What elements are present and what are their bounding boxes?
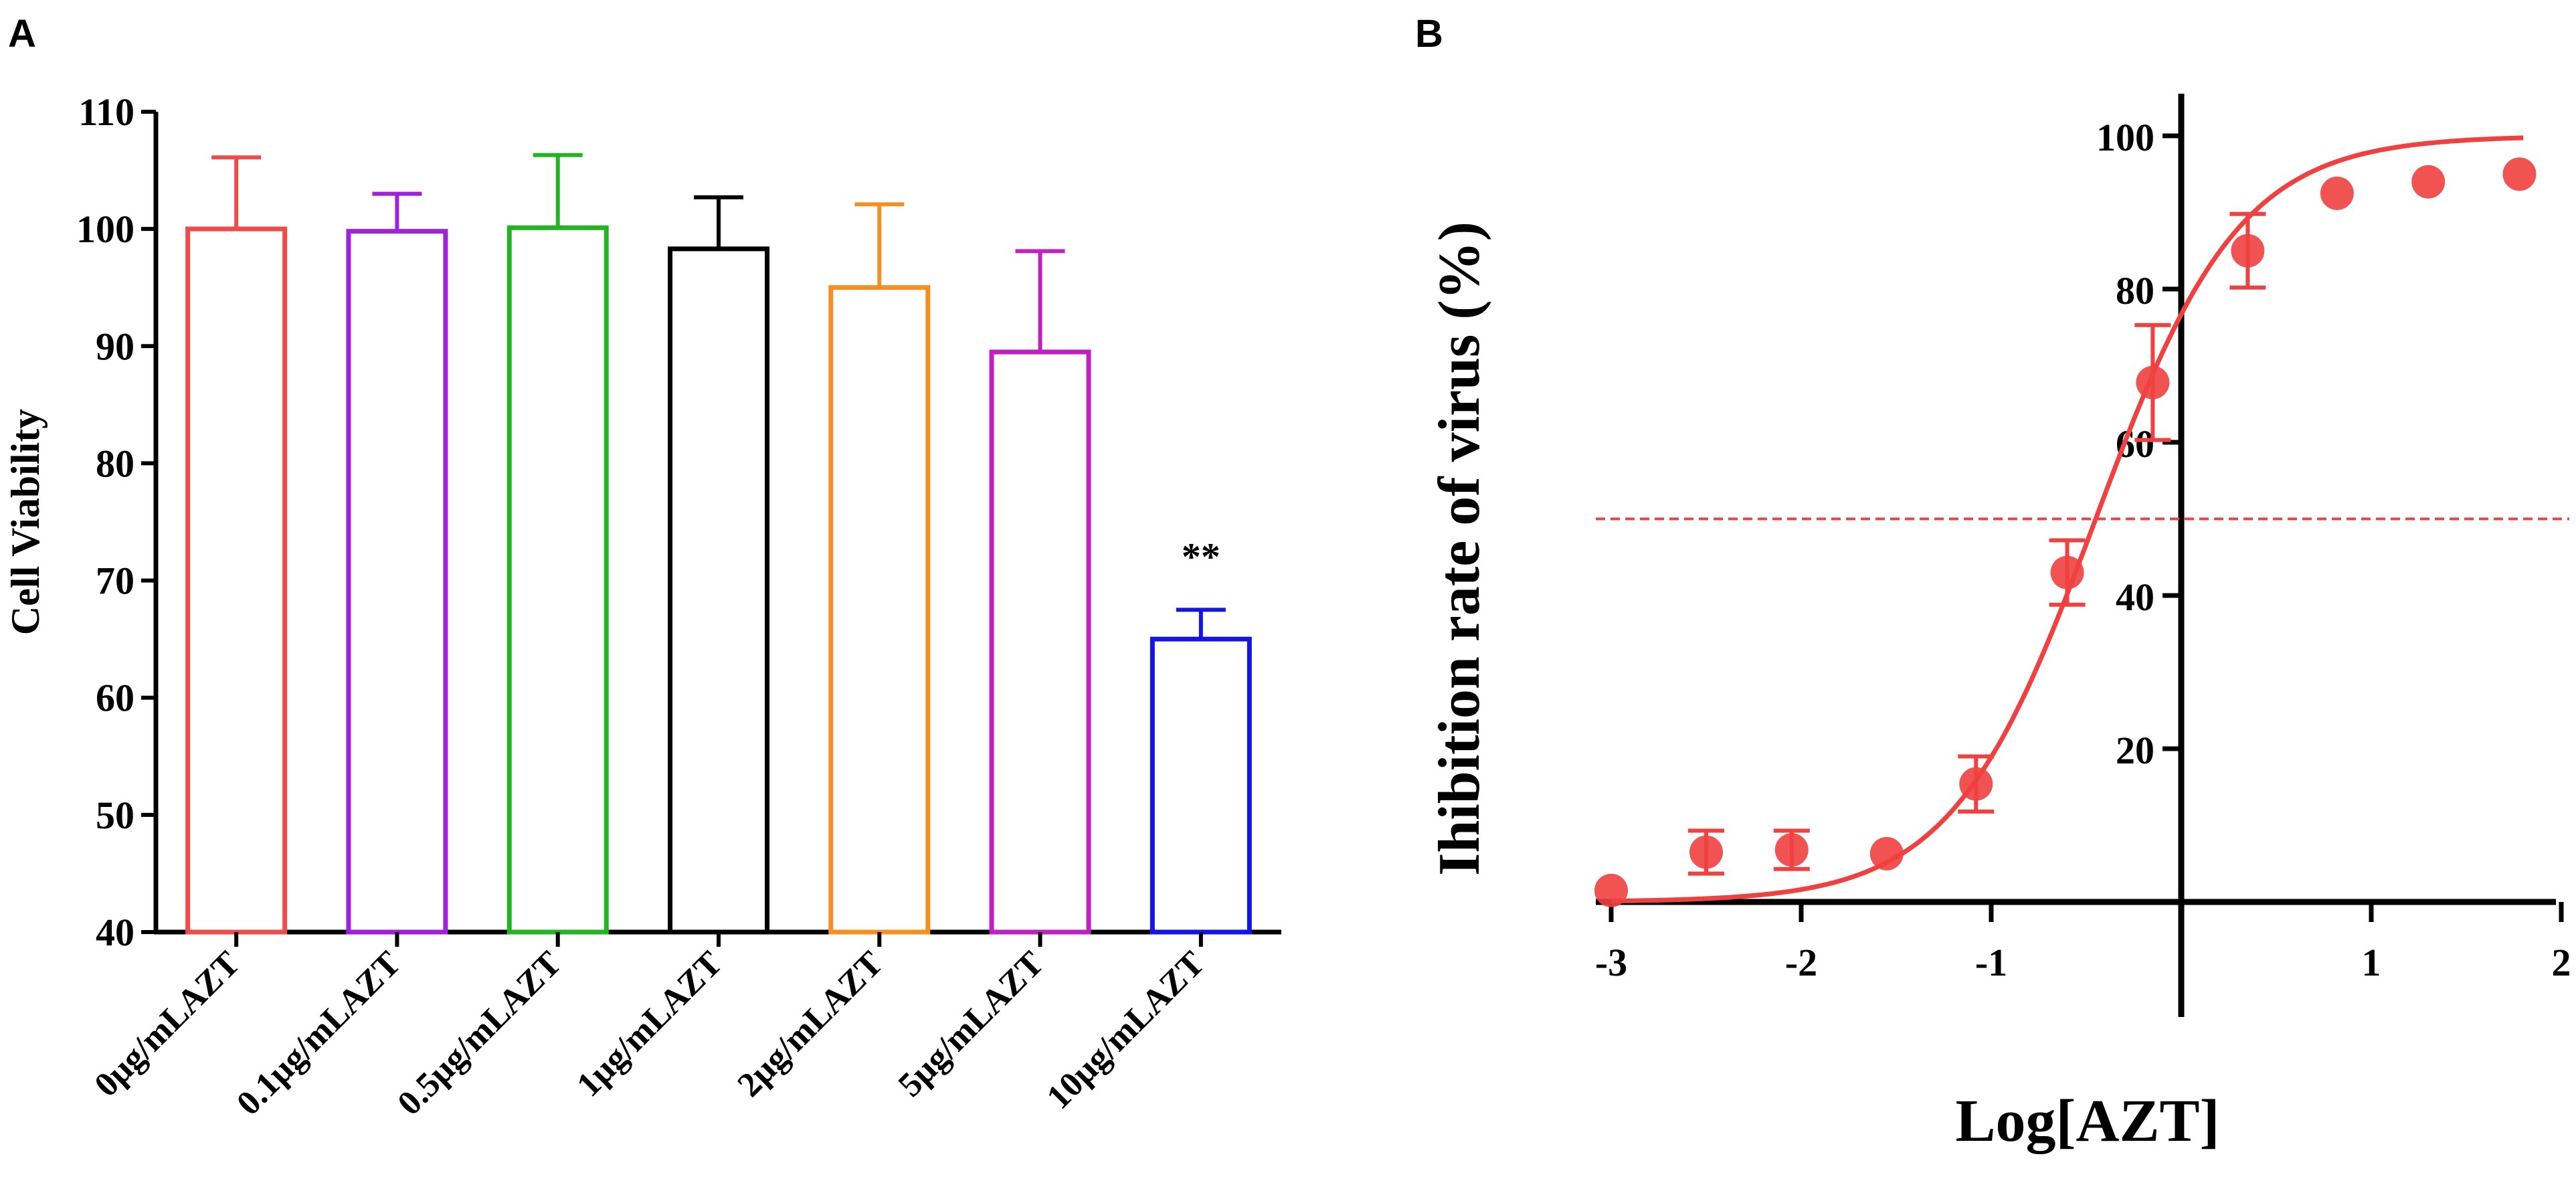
y-tick-label: 70 xyxy=(96,559,134,603)
data-point xyxy=(1774,833,1809,867)
y-tick-label: 110 xyxy=(78,90,134,134)
y-tick-label: 80 xyxy=(2116,269,2154,312)
bar-chart: 40 50 60 70 80 90 100 110 Cell Viability 0µg/mLAZ… xyxy=(3,90,1281,1123)
significance-marker: ** xyxy=(1182,535,1220,578)
data-point xyxy=(1689,835,1723,869)
data-point xyxy=(1594,873,1628,907)
y-axis-title: Ihibition rate of virus (%) xyxy=(1427,221,1492,876)
data-point xyxy=(2231,234,2265,268)
category-label: 10µg/mLAZT xyxy=(1040,944,1212,1117)
x-axis-title: Log[AZT] xyxy=(1955,1088,2219,1154)
data-point xyxy=(1959,767,1993,801)
category-label: 0.5µg/mLAZT xyxy=(390,944,569,1123)
data-point xyxy=(2320,176,2354,210)
data-point xyxy=(2136,365,2170,399)
data-point xyxy=(1869,836,1904,871)
y-tick-label: 60 xyxy=(2116,422,2154,466)
y-tick-label: 80 xyxy=(96,442,134,485)
bar xyxy=(668,246,769,935)
panel-label-a: A xyxy=(8,12,36,56)
data-point xyxy=(2050,555,2084,589)
y-axis-title: Cell Viability xyxy=(3,409,48,635)
y-tick-label: 100 xyxy=(76,207,134,251)
y-tick-label: 90 xyxy=(96,325,134,368)
data-point xyxy=(2411,165,2446,199)
y-tick-label: 20 xyxy=(2116,729,2154,772)
dose-response-chart: -3 -2 -1 1 2 20 40 60 80 100 Log[AZT] Ihibition rat… xyxy=(1427,94,2571,1154)
category-label: 5µg/mLAZT xyxy=(891,944,1051,1104)
y-tick-label: 100 xyxy=(2096,116,2154,159)
category-label: 0.1µg/mLAZT xyxy=(229,944,408,1123)
panel-label-b: B xyxy=(1415,12,1443,56)
y-tick-label: 40 xyxy=(96,911,134,954)
bar xyxy=(989,349,1091,935)
bar xyxy=(346,229,448,935)
y-tick-label: 60 xyxy=(96,676,134,720)
data-point xyxy=(2502,157,2537,191)
x-tick-label: 1 xyxy=(2362,941,2381,984)
bar xyxy=(828,285,931,935)
category-label: 0µg/mLAZT xyxy=(87,944,247,1104)
bar xyxy=(1149,636,1252,935)
category-label: 2µg/mLAZT xyxy=(731,944,891,1104)
x-tick-label: -1 xyxy=(1975,941,2007,984)
x-tick-label: 2 xyxy=(2552,941,2571,984)
category-label: 1µg/mLAZT xyxy=(569,944,729,1104)
y-tick-label: 40 xyxy=(2116,575,2154,619)
x-tick-label: -3 xyxy=(1595,941,1627,984)
bar xyxy=(507,225,609,935)
x-tick-label: -2 xyxy=(1785,941,1817,984)
y-tick-label: 50 xyxy=(96,794,134,837)
bar xyxy=(185,226,288,935)
